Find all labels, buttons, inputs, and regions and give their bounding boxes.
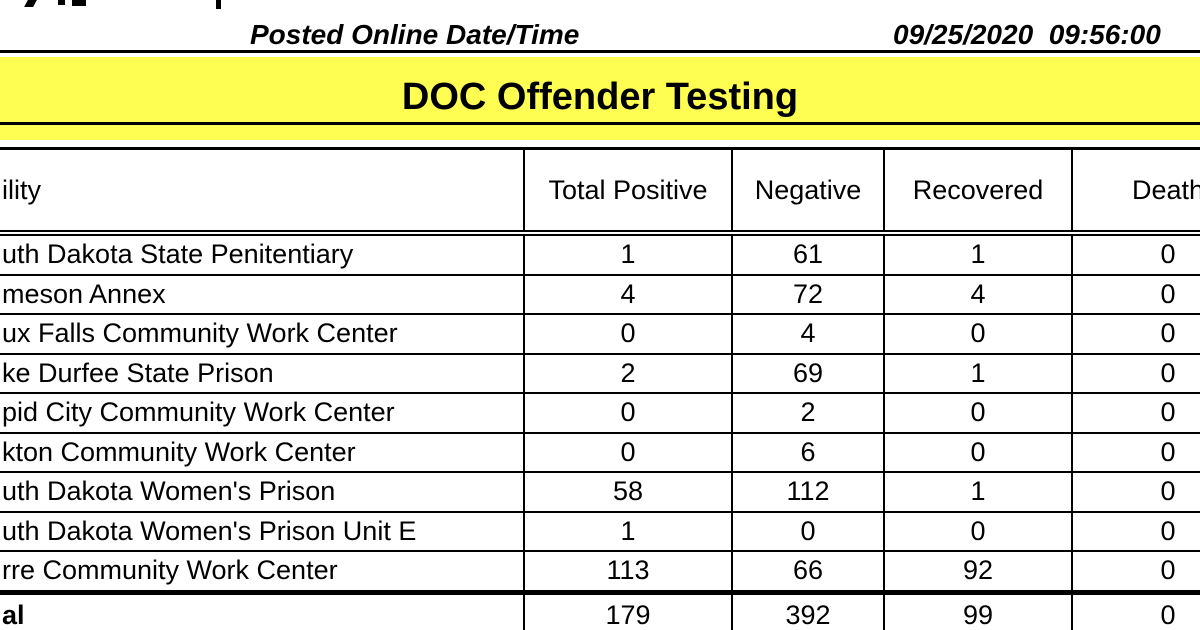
negative-cell: 61 [733,236,885,274]
banner: DOC Offender Testing [0,57,1200,140]
deaths-cell: 0 [1160,278,1176,309]
facility-cell: uth Dakota State Penitentiary [0,236,525,274]
table-row: ux Falls Community Work Center 0 4 0 0 [0,315,1200,355]
banner-rule [0,122,1200,125]
deaths-cell: 0 [1160,239,1176,270]
total-positive-cell: 1 [525,512,733,550]
total-negative-cell: 392 [733,594,885,630]
doc-offender-testing-table: ility Total Positive Negative Recovered … [0,147,1200,630]
table-body: uth Dakota State Penitentiary 1 61 1 0 meson … [0,236,1200,592]
facility-cell: pid City Community Work Center [0,394,525,432]
recovered-cell: 92 [885,552,1073,590]
page-title: DOC Offender Testing [401,76,799,118]
horizontal-rule [0,50,1200,53]
recovered-cell: 1 [885,354,1073,392]
deaths-cell: 0 [1160,515,1176,546]
negative-cell: 6 [733,433,885,471]
cropped-text-fragment [72,0,86,6]
table-row: ke Durfee State Prison 2 69 1 0 [0,354,1200,394]
recovered-cell: 0 [885,512,1073,550]
negative-cell: 112 [733,473,885,511]
table-total-row: al 179 392 99 0 [0,591,1200,630]
total-positive-cell: 0 [525,315,733,353]
column-header-total-positive: Total Positive [525,150,733,230]
recovered-cell: 1 [885,236,1073,274]
recovered-cell: 0 [885,394,1073,432]
total-label-cell: al [0,594,525,630]
negative-cell: 66 [733,552,885,590]
table-row: pid City Community Work Center 0 2 0 0 [0,394,1200,434]
cropped-text-fragment [24,0,37,7]
column-header-negative: Negative [733,150,885,230]
deaths-cell: 0 [1160,436,1176,467]
facility-cell: uth Dakota Women's Prison [0,473,525,511]
table-row: rre Community Work Center 113 66 92 0 [0,552,1200,592]
total-recovered-cell: 99 [885,594,1073,630]
total-positive-cell: 1 [525,236,733,274]
table-header-row: ility Total Positive Negative Recovered … [0,150,1200,236]
table-row: uth Dakota State Penitentiary 1 61 1 0 [0,236,1200,276]
total-positive-cell: 0 [525,433,733,471]
total-positive-cell: 2 [525,354,733,392]
negative-cell: 0 [733,512,885,550]
negative-cell: 4 [733,315,885,353]
column-header-recovered: Recovered [885,150,1073,230]
recovered-cell: 4 [885,275,1073,313]
facility-cell: meson Annex [0,275,525,313]
facility-cell: ux Falls Community Work Center [0,315,525,353]
facility-cell: kton Community Work Center [0,433,525,471]
column-header-facility: ility [0,150,525,230]
total-positive-cell: 0 [525,394,733,432]
deaths-cell: 0 [1160,357,1176,388]
recovered-cell: 1 [885,473,1073,511]
facility-cell: uth Dakota Women's Prison Unit E [0,512,525,550]
cropped-text-fragment [58,0,65,5]
negative-cell: 69 [733,354,885,392]
total-positive-cell: 179 [525,594,733,630]
recovered-cell: 0 [885,315,1073,353]
total-positive-cell: 58 [525,473,733,511]
table-row: uth Dakota Women's Prison 58 112 1 0 [0,473,1200,513]
negative-cell: 2 [733,394,885,432]
posted-online-label: Posted Online Date/Time [250,19,580,50]
cropped-text-fragment [216,0,221,9]
deaths-cell: 0 [1160,397,1176,428]
total-positive-cell: 113 [525,552,733,590]
table-row: meson Annex 4 72 4 0 [0,275,1200,315]
deaths-cell: 0 [1160,318,1176,349]
deaths-cell: 0 [1160,555,1176,586]
column-header-deaths: Death [1131,174,1200,205]
posted-online-datetime: 09/25/2020 09:56:00 [893,19,1161,50]
table-row: kton Community Work Center 0 6 0 0 [0,433,1200,473]
deaths-cell: 0 [1160,476,1176,507]
facility-cell: rre Community Work Center [0,552,525,590]
recovered-cell: 0 [885,433,1073,471]
total-positive-cell: 4 [525,275,733,313]
facility-cell: ke Durfee State Prison [0,354,525,392]
total-deaths-cell: 0 [1160,600,1176,630]
negative-cell: 72 [733,275,885,313]
